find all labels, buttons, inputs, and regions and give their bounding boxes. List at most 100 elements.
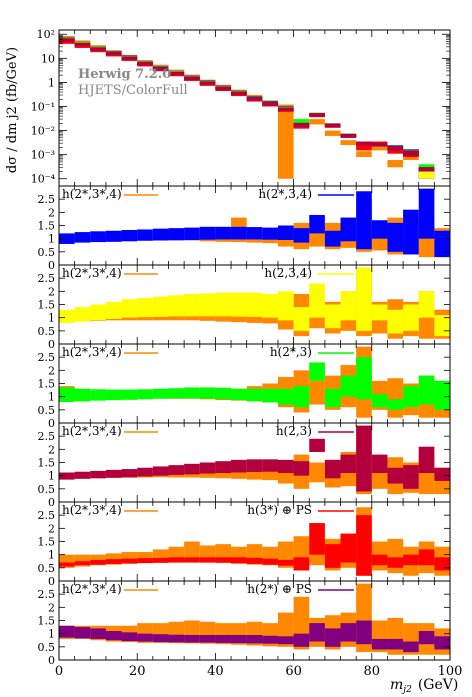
data-band <box>418 446 435 474</box>
data-band <box>74 42 91 46</box>
data-band <box>152 388 169 399</box>
data-band <box>293 119 310 124</box>
data-band <box>105 389 122 401</box>
data-band <box>231 634 247 644</box>
data-band <box>59 38 75 42</box>
data-band <box>418 164 435 170</box>
data-band <box>356 141 372 146</box>
data-band <box>293 122 310 127</box>
data-band <box>293 633 310 647</box>
x-tick-label: 20 <box>129 664 146 679</box>
data-band <box>184 312 200 321</box>
data-band <box>403 554 419 566</box>
data-band <box>168 71 185 75</box>
data-band <box>262 227 278 240</box>
data-band <box>309 462 325 483</box>
data-band <box>168 634 185 643</box>
data-band <box>137 552 153 564</box>
data-band <box>184 387 200 399</box>
legend-series-label: h(2,3) <box>276 424 312 438</box>
data-band <box>262 558 278 565</box>
data-band <box>215 470 232 479</box>
data-band <box>168 465 185 475</box>
data-band <box>277 459 294 474</box>
panel-frame <box>58 580 451 661</box>
data-band <box>74 554 91 567</box>
data-band <box>403 209 419 255</box>
ratio-panel: 00.511.522.5 h(2*,3*,4) h(2*) ⊕ PS <box>38 580 451 667</box>
generator-label: Herwig 7.2.0 <box>78 67 171 82</box>
data-band <box>309 283 325 318</box>
data-band <box>309 113 325 117</box>
data-band <box>262 459 278 472</box>
x-axis-ticks: 0 20 40 60 80 100 <box>55 664 463 679</box>
data-band <box>90 470 106 479</box>
y-tick-label: 0.5 <box>38 246 56 259</box>
y-tick-label: 2 <box>48 601 55 614</box>
y-tick-label: 10 <box>41 52 55 65</box>
data-band <box>121 469 138 478</box>
data-band <box>137 558 153 564</box>
data-band <box>262 293 278 318</box>
y-tick-label: 0 <box>48 575 55 588</box>
data-band <box>199 81 216 85</box>
data-band <box>152 557 169 563</box>
data-band <box>356 151 372 157</box>
data-band <box>293 461 310 476</box>
x-tick-label: 60 <box>285 664 302 679</box>
data-band <box>59 233 75 244</box>
data-band <box>59 562 75 567</box>
data-band <box>184 557 200 563</box>
data-band <box>403 386 419 408</box>
data-band <box>215 634 232 643</box>
data-band <box>199 634 216 643</box>
legend-series-label: h(2*) ⊕ PS <box>247 582 312 596</box>
y-tick-label: 2.5 <box>38 193 56 206</box>
data-band <box>418 291 435 318</box>
data-band <box>403 304 419 331</box>
data-band <box>340 133 357 138</box>
y-tick-label: 1.5 <box>38 378 56 391</box>
data-band <box>184 227 200 240</box>
data-band <box>277 225 294 240</box>
ratio-panel: 00.511.522.5 h(2*,3*,4) h(2*,3,4) <box>38 185 451 272</box>
data-band <box>403 154 419 161</box>
y-tick-label: 0 <box>48 654 55 667</box>
data-band <box>152 228 169 241</box>
y-tick-label: 1.5 <box>38 299 56 312</box>
data-band <box>277 104 294 179</box>
y-tick-label: 2.5 <box>38 509 56 522</box>
data-band <box>293 307 310 331</box>
data-band <box>90 389 106 401</box>
ratio-panel: 00.511.522.5 h(2*,3*,4) h(2*,3) <box>38 343 451 430</box>
data-band <box>184 471 200 478</box>
data-band <box>434 315 450 337</box>
data-band <box>121 229 138 242</box>
y-tick-label: 1 <box>48 549 55 562</box>
x-axis-title: mj2 (GeV) <box>390 677 458 695</box>
data-band <box>231 292 247 317</box>
data-band <box>74 232 91 243</box>
data-band <box>74 307 91 322</box>
y-tick-label: 2.5 <box>38 588 56 601</box>
y-tick-label: 0.5 <box>38 641 56 654</box>
data-band <box>387 538 404 574</box>
data-band <box>215 387 232 400</box>
ratio-panel: 00.511.522.5 h(2*,3*,4) h(2,3,4) <box>38 264 451 351</box>
data-band <box>356 191 372 250</box>
data-band <box>340 375 357 397</box>
data-band <box>340 217 357 242</box>
data-band <box>59 39 75 44</box>
data-band <box>371 220 388 239</box>
data-band <box>371 638 388 650</box>
data-band <box>387 467 404 484</box>
data-band <box>168 313 185 321</box>
y-tick-label: 1 <box>48 312 55 325</box>
data-band <box>199 470 216 478</box>
data-band <box>121 56 138 60</box>
data-band <box>59 625 75 638</box>
legend-reference-label: h(2*,3*,4) <box>62 582 122 596</box>
y-tick-label: 1 <box>48 628 55 641</box>
data-band <box>434 380 450 410</box>
